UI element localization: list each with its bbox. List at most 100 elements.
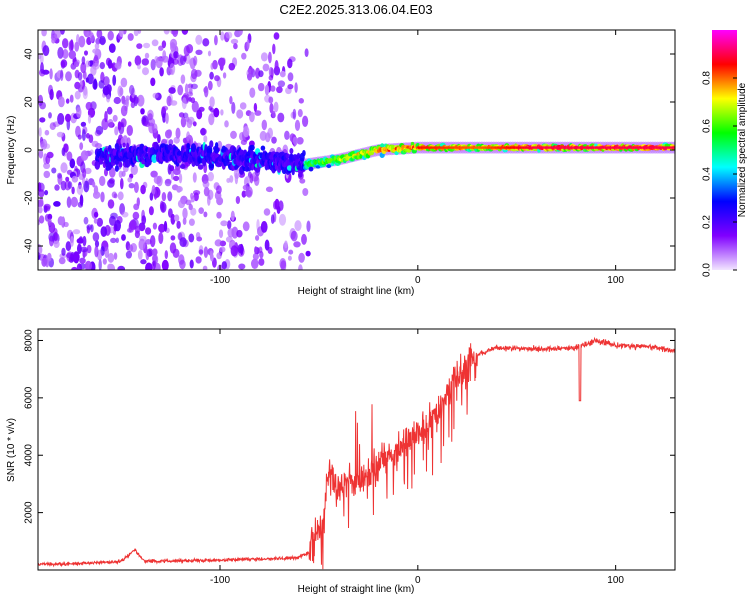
spectrogram-carrier-core	[623, 146, 625, 149]
spectrogram-noise-speckle	[198, 249, 204, 255]
spectrogram-carrier-core	[561, 146, 563, 149]
spectrogram-carrier-core	[432, 146, 434, 149]
spectrogram-x-tick-label: 100	[607, 275, 624, 286]
spectrogram-carrier-core	[441, 146, 443, 149]
spectrogram-carrier-core	[417, 146, 420, 149]
spectrogram-noise-speckle	[120, 77, 128, 88]
spectrogram-noise-speckle	[260, 221, 268, 233]
spectrogram-noise-speckle	[164, 178, 172, 187]
spectrogram-noise-speckle	[79, 142, 84, 151]
spectrogram-carrier-core	[597, 146, 599, 149]
spectrogram-noise-speckle	[152, 248, 158, 256]
spectrogram-noise-speckle	[112, 74, 117, 86]
spectrogram-ridge-cell	[410, 141, 415, 147]
spectrogram-noise-speckle	[133, 30, 139, 37]
spectrogram-carrier-core	[506, 146, 509, 149]
spectrogram-noise-speckle	[168, 139, 174, 146]
spectrogram-carrier-core	[622, 146, 624, 149]
spectrogram-carrier-core	[515, 146, 517, 149]
spectrogram-noise-speckle	[70, 196, 79, 208]
spectrogram-carrier-core	[618, 146, 620, 149]
spectrogram-noise-speckle	[83, 216, 89, 225]
spectrogram-carrier-core	[594, 146, 596, 149]
spectrogram-carrier-core	[495, 146, 497, 149]
spectrogram-noise-speckle	[87, 73, 94, 85]
spectrogram-noise-speckle	[244, 175, 251, 186]
spectrogram-noise-speckle	[182, 217, 187, 225]
spectrogram-noise-speckle	[160, 201, 167, 213]
spectrogram-noise-speckle	[299, 178, 306, 184]
spectrogram-carrier-core	[534, 146, 536, 149]
spectrogram-noise-speckle	[53, 201, 61, 207]
spectrogram-noise-speckle	[54, 184, 60, 191]
spectrogram-noise-speckle	[140, 184, 146, 195]
spectrogram-noise-speckle	[195, 256, 202, 264]
spectrogram-carrier-core	[587, 146, 589, 149]
spectrogram-noise-speckle	[185, 199, 192, 206]
spectrogram-noise-speckle	[70, 236, 74, 247]
spectrogram-noise-speckle	[216, 211, 222, 219]
spectrogram-noise-speckle	[41, 257, 48, 267]
spectrogram-carrier-core	[472, 146, 474, 149]
spectrogram-noise-speckle	[110, 212, 118, 219]
spectrogram-noise-speckle	[236, 109, 244, 119]
colorbar-ticks: 0.0 0.2 0.4 0.6 0.8	[702, 71, 737, 277]
spectrogram-noise-speckle	[224, 120, 229, 128]
spectrogram-noise-speckle	[183, 55, 187, 62]
spectrogram-carrier-core	[589, 146, 592, 149]
spectrogram-ridge-cell	[315, 165, 321, 169]
spectrogram-noise-speckle	[94, 240, 100, 248]
spectrogram-carrier-core	[670, 146, 672, 149]
spectrogram-carrier-core	[424, 146, 427, 149]
spectrogram-noise-speckle	[93, 218, 98, 224]
spectrogram-carrier-core	[491, 146, 493, 149]
spectrogram-noise-speckle	[212, 59, 218, 70]
colorbar: 0.0 0.2 0.4 0.6 0.8 Normalized spectral ampl…	[702, 30, 748, 277]
spectrogram-noise-speckle	[94, 245, 99, 258]
spectrogram-noise-speckle	[38, 206, 43, 214]
spectrogram-carrier-core	[449, 146, 452, 149]
spectrogram-noise-speckle	[301, 233, 307, 245]
spectrogram-carrier-core	[569, 146, 572, 149]
spectrogram-noise-speckle	[79, 257, 86, 264]
spectrogram-noise-speckle	[125, 95, 130, 101]
spectrogram-carrier-core	[605, 146, 607, 149]
spectrogram-ridge-cell	[190, 143, 197, 153]
spectrogram-carrier-core	[497, 146, 499, 149]
spectrogram-noise-speckle	[66, 151, 73, 161]
spectrogram-noise-speckle	[91, 140, 99, 148]
spectrogram-noise-speckle	[128, 183, 135, 189]
spectrogram-noise-speckle	[77, 201, 84, 208]
spectrogram-carrier-core	[550, 146, 553, 149]
spectrogram-x-tick-label: 0	[415, 275, 421, 286]
spectrogram-carrier-core	[538, 146, 541, 149]
spectrogram-noise-speckle	[167, 163, 172, 175]
spectrogram-noise-speckle	[74, 81, 81, 90]
spectrogram-noise-speckle	[100, 226, 108, 238]
spectrogram-carrier-core	[420, 146, 422, 149]
spectrogram-carrier-core	[556, 146, 558, 149]
spectrogram-carrier-core	[540, 146, 542, 149]
spectrogram-noise-speckle	[49, 89, 54, 101]
spectrogram-ridge-cell	[114, 165, 119, 172]
spectrogram-noise-speckle	[96, 217, 104, 227]
spectrogram-noise-speckle	[62, 49, 69, 59]
spectrogram-noise-speckle	[117, 265, 125, 270]
spectrogram-noise-speckle	[265, 186, 274, 193]
spectrogram-noise-speckle	[60, 180, 67, 191]
spectrogram-noise-speckle	[140, 259, 147, 265]
spectrogram-noise-speckle	[287, 58, 293, 69]
spectrogram-noise-speckle	[106, 93, 111, 103]
spectrogram-carrier-core	[646, 146, 649, 149]
spectrogram-noise-speckle	[188, 233, 195, 243]
spectrogram-carrier-core	[617, 146, 619, 149]
spectrogram-noise-speckle	[203, 246, 209, 258]
spectrogram-y-tick-label: 0	[24, 147, 35, 153]
spectrogram-carrier-core	[445, 146, 447, 149]
spectrogram-carrier-core	[651, 146, 653, 149]
spectrogram-carrier-core	[573, 146, 575, 149]
spectrogram-noise-speckle	[65, 176, 70, 182]
spectrogram-noise-speckle	[86, 224, 92, 230]
spectrogram-carrier-core	[461, 146, 463, 149]
snr-y-tick-label: 4000	[24, 444, 35, 467]
